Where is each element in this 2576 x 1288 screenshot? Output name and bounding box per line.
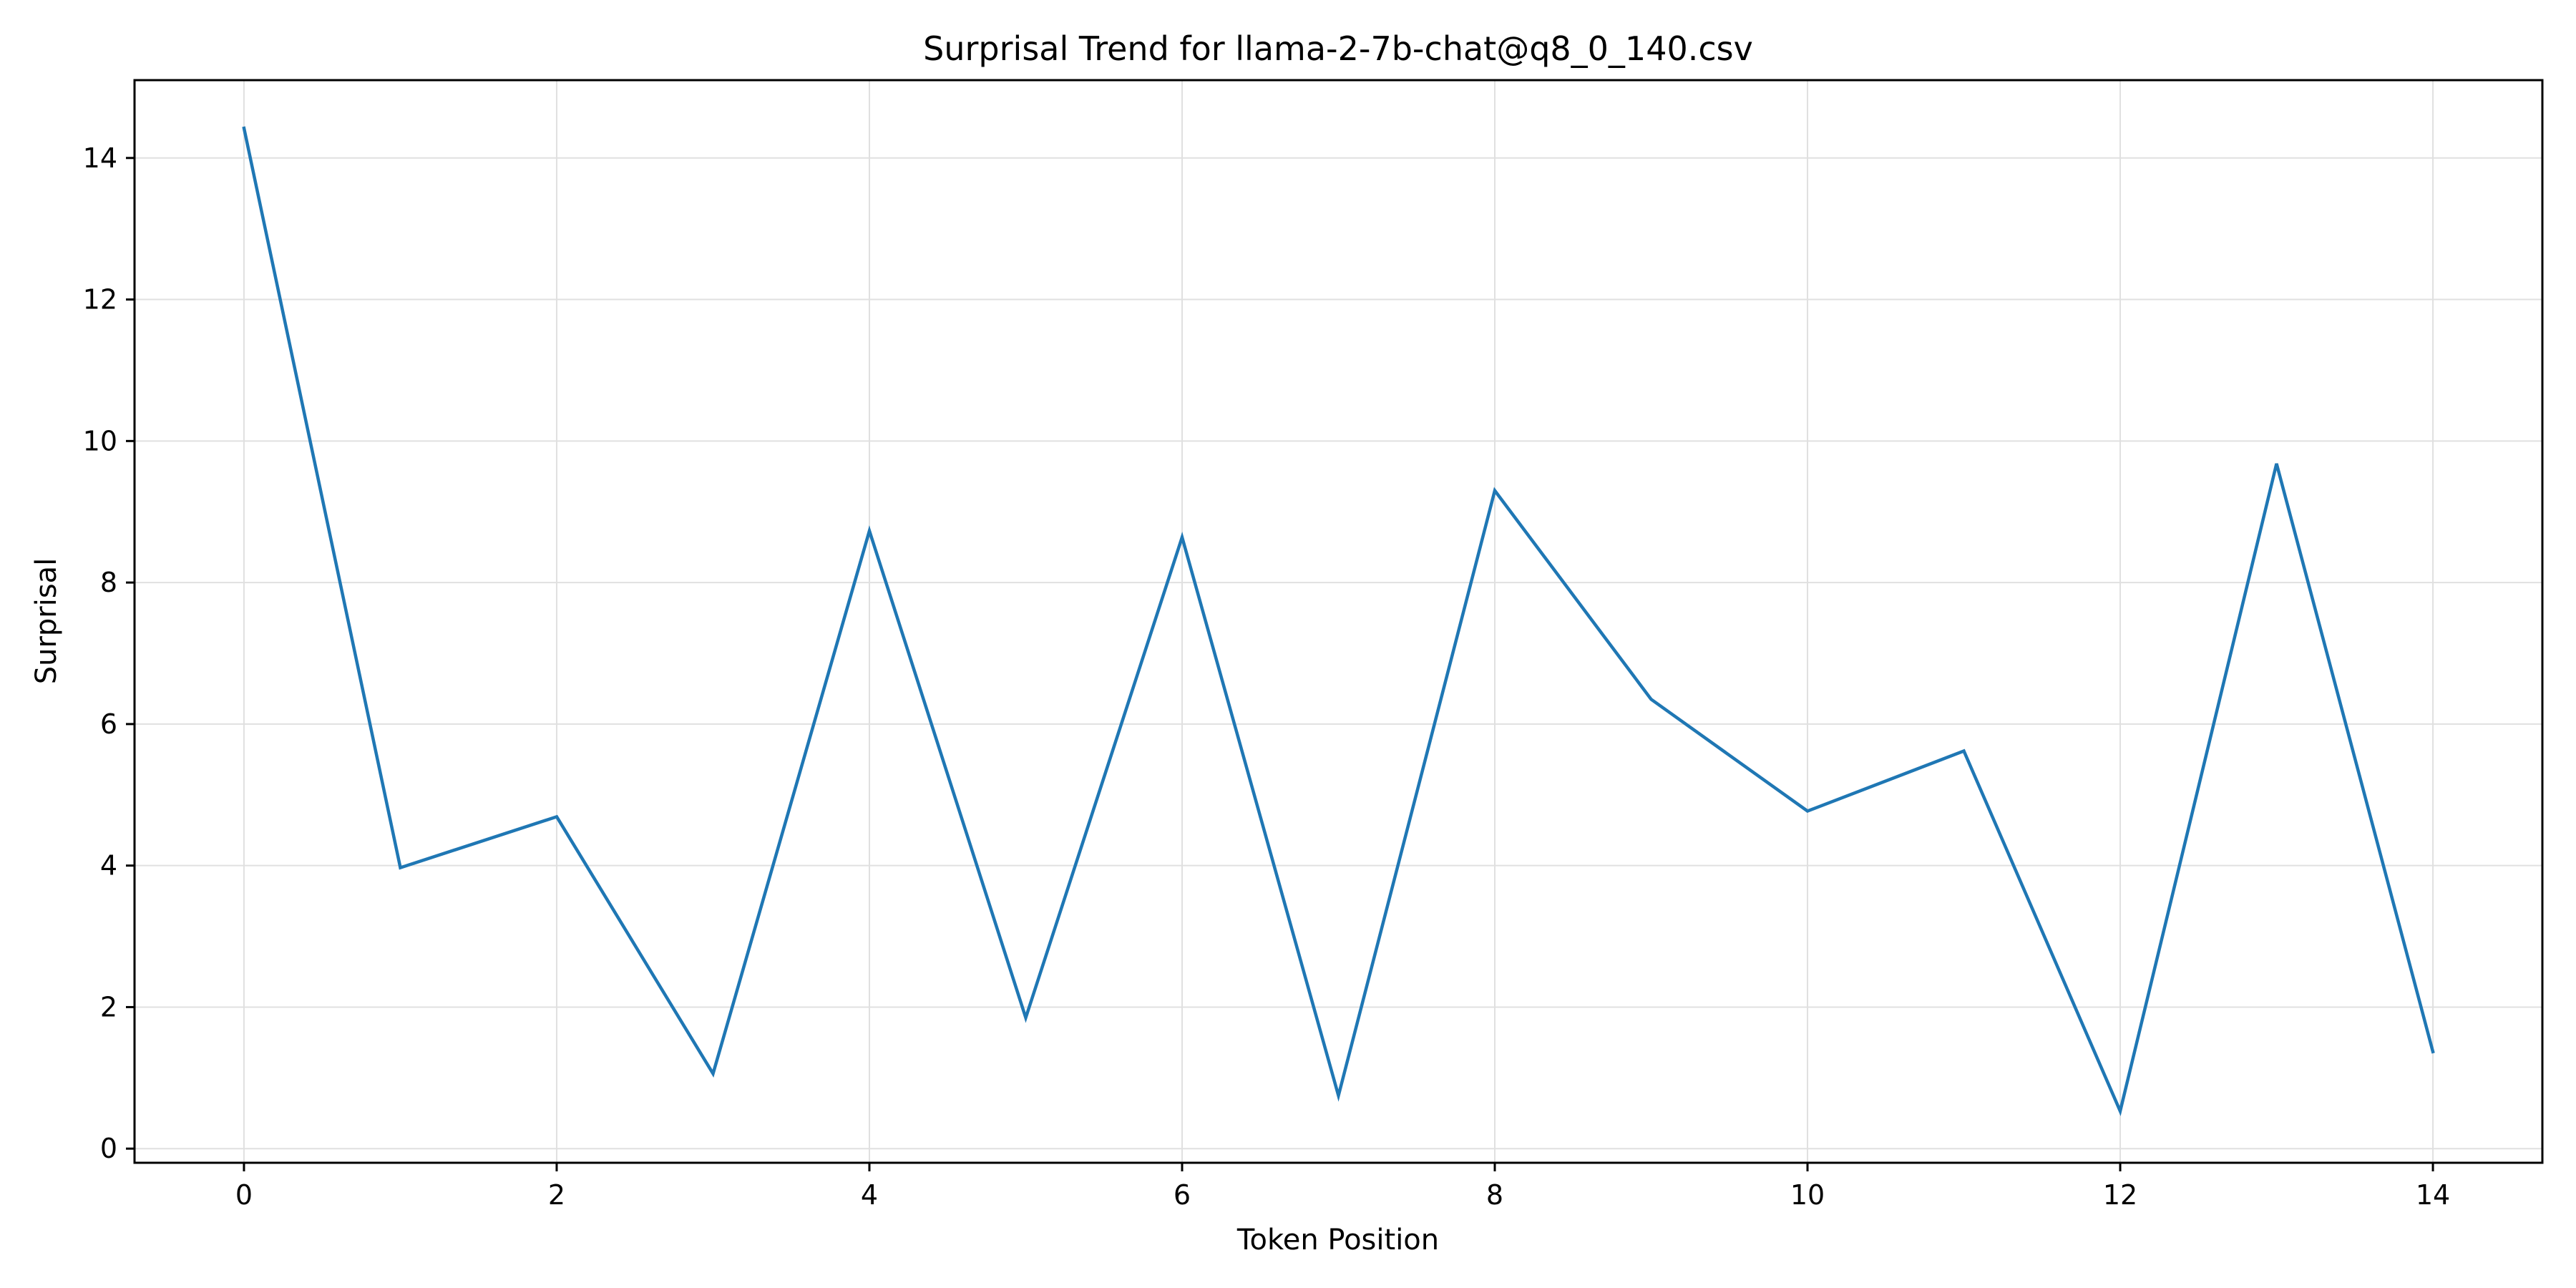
y-axis-label: Surprisal <box>30 558 63 685</box>
ticks: 0 2 4 6 8 10 12 14 0 2 4 6 8 10 12 14 <box>83 142 2451 1211</box>
series-line <box>242 126 2435 1116</box>
y-tick-label: 14 <box>83 142 117 174</box>
y-tick-label: 10 <box>83 425 117 457</box>
x-tick-label: 10 <box>1790 1179 1825 1211</box>
x-axis-label: Token Position <box>1236 1224 1439 1257</box>
x-tick-label: 6 <box>1174 1179 1191 1211</box>
x-tick-label: 8 <box>1486 1179 1503 1211</box>
y-tick-label: 4 <box>100 850 117 882</box>
y-tick-label: 2 <box>100 991 117 1023</box>
y-tick-label: 0 <box>100 1133 117 1164</box>
x-tick-label: 4 <box>861 1179 878 1211</box>
x-tick-label: 12 <box>2103 1179 2137 1211</box>
y-tick-label: 8 <box>100 567 117 598</box>
y-tick-label: 6 <box>100 708 117 740</box>
x-tick-label: 0 <box>235 1179 253 1211</box>
x-tick-label: 14 <box>2416 1179 2450 1211</box>
y-tick-label: 12 <box>83 284 117 316</box>
chart-title: Surprisal Trend for llama-2-7b-chat@q8_0… <box>923 29 1753 68</box>
series-layer <box>242 126 2435 1116</box>
x-tick-label: 2 <box>548 1179 565 1211</box>
plot-frame <box>133 79 2544 1164</box>
grid <box>135 80 2542 1163</box>
